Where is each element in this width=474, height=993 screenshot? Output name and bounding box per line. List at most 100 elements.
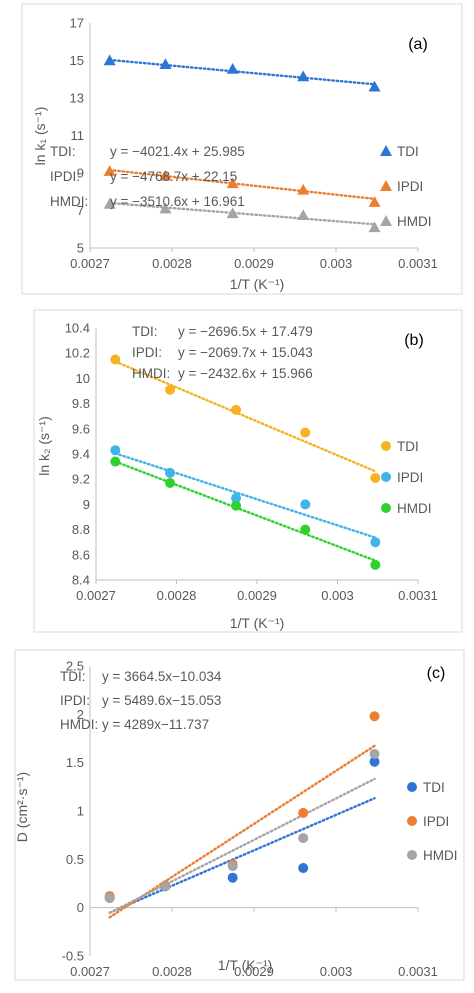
legend-marker-tdi: [381, 441, 391, 451]
legend-marker-hmdi: [407, 850, 417, 860]
trendline-hmdi: [108, 201, 376, 226]
y-tick-label: 2: [77, 707, 84, 722]
legend-marker-tdi: [407, 782, 417, 792]
equation-text: y = −4021.4x + 25.985: [110, 144, 245, 159]
legend-label: HMDI: [397, 214, 432, 229]
data-point-hmdi: [227, 861, 238, 872]
trendline-hmdi: [108, 777, 376, 915]
y-tick-label: 10.4: [65, 321, 90, 336]
equation-text: y = 5489.6x−15.053: [102, 693, 221, 708]
data-point-ipdi: [300, 499, 311, 510]
data-point-ipdi: [231, 493, 242, 504]
x-tick-label: 0.003: [320, 964, 353, 979]
chart-panel-1: 0.0027 0.0028 0.0029 0.003 0.0031 5 7 9 11 13 15 17…: [21, 3, 463, 295]
legend-marker-hmdi: [380, 215, 392, 226]
y-tick-label: 9.8: [72, 396, 90, 411]
trendline-tdi: [108, 797, 376, 914]
equation-label: HMDI:: [50, 194, 88, 209]
x-axis-title: 1/T (K⁻¹): [230, 276, 285, 292]
data-point-ipdi: [369, 711, 380, 722]
data-point-hmdi: [110, 456, 121, 467]
chart-panel-3: 0.0027 0.0028 0.0029 0.003 0.0031 -0.5 0 0.5 1 1.…: [14, 649, 465, 981]
data-point-tdi: [110, 354, 121, 365]
x-tick-label: 0.0028: [152, 256, 192, 271]
equation-text: y = 3664.5x−10.034: [102, 669, 222, 684]
legend-label: IPDI: [397, 470, 423, 485]
data-point-ipdi: [226, 177, 239, 189]
data-point-hmdi: [298, 833, 309, 844]
data-point-tdi: [368, 80, 381, 92]
equation-text: y = −2432.6x + 15.966: [178, 366, 313, 381]
legend-marker-tdi: [380, 145, 392, 156]
equation-label: HMDI:: [132, 366, 170, 381]
x-tick-label: 0.0031: [398, 588, 438, 603]
y-tick-label: 15: [70, 53, 84, 68]
y-axis-title: D (cm²·s⁻¹): [14, 772, 30, 842]
y-tick-label: 17: [70, 16, 84, 31]
x-tick-label: 0.0028: [157, 588, 197, 603]
equation-text: y = −3510.6x + 16.961: [110, 194, 245, 209]
legend-label: TDI: [423, 780, 445, 795]
x-tick-label: 0.0027: [70, 256, 110, 271]
legend-label: TDI: [397, 144, 419, 159]
y-tick-label: 7: [77, 203, 84, 218]
equation-label: TDI:: [132, 324, 158, 339]
legend-label: HMDI: [397, 501, 432, 516]
legend-marker-ipdi: [407, 816, 417, 826]
y-tick-label: 9: [83, 497, 90, 512]
panel-label: (b): [404, 332, 424, 349]
panel-frame: [33, 309, 463, 633]
x-axis-title: 1/T (K⁻¹): [218, 957, 273, 973]
data-point-tdi: [297, 70, 310, 82]
data-point-tdi: [159, 58, 172, 70]
y-tick-label: 10: [76, 371, 90, 386]
data-point-tdi: [300, 427, 311, 438]
y-axis-title: ln k₁ (s⁻¹): [32, 107, 48, 166]
y-tick-label: 11: [71, 128, 85, 143]
y-tick-label: 8.4: [72, 573, 90, 588]
legend-label: HMDI: [423, 848, 458, 863]
legend-label: TDI: [397, 439, 419, 454]
data-point-tdi: [369, 756, 380, 767]
data-point-ipdi: [159, 169, 172, 181]
data-point-ipdi: [165, 467, 176, 478]
y-tick-label: 13: [70, 91, 84, 106]
equation-label: IPDI:: [50, 169, 80, 184]
data-point-ipdi: [103, 165, 116, 176]
data-point-tdi: [165, 384, 176, 395]
data-point-ipdi: [370, 537, 381, 548]
y-tick-label: 5: [77, 241, 84, 256]
trendline-hmdi: [114, 460, 377, 562]
x-tick-label: 0.003: [321, 588, 354, 603]
data-point-tdi: [231, 404, 242, 415]
y-tick-label: 0.5: [66, 852, 84, 867]
panel-label: (c): [427, 665, 446, 682]
legend-marker-ipdi: [380, 180, 392, 191]
equation-label: TDI:: [60, 669, 86, 684]
equation-text: y = −2069.7x + 15.043: [178, 345, 313, 360]
y-tick-label: 0: [77, 900, 84, 915]
x-axis-title: 1/T (K⁻¹): [230, 615, 285, 631]
data-point-hmdi: [369, 748, 380, 759]
y-tick-label: 9.2: [72, 472, 90, 487]
x-tick-label: 0.0029: [234, 256, 274, 271]
data-point-hmdi: [368, 221, 381, 233]
data-point-tdi: [103, 54, 116, 66]
y-tick-label: 2.5: [66, 659, 84, 674]
equation-label: IPDI:: [60, 693, 90, 708]
x-tick-label: 0.0027: [76, 588, 116, 603]
data-point-tdi: [298, 863, 309, 874]
data-point-hmdi: [159, 202, 172, 214]
x-tick-label: 0.0027: [70, 964, 110, 979]
data-point-ipdi: [297, 183, 310, 195]
y-tick-label: 10.2: [65, 346, 90, 361]
y-tick-label: 8.6: [72, 547, 90, 562]
data-point-ipdi: [298, 807, 309, 818]
data-point-hmdi: [231, 500, 242, 511]
x-tick-label: 0.0029: [234, 964, 274, 979]
data-point-hmdi: [160, 881, 171, 892]
y-tick-label: -0.5: [62, 949, 84, 964]
panel-frame: [21, 3, 463, 295]
